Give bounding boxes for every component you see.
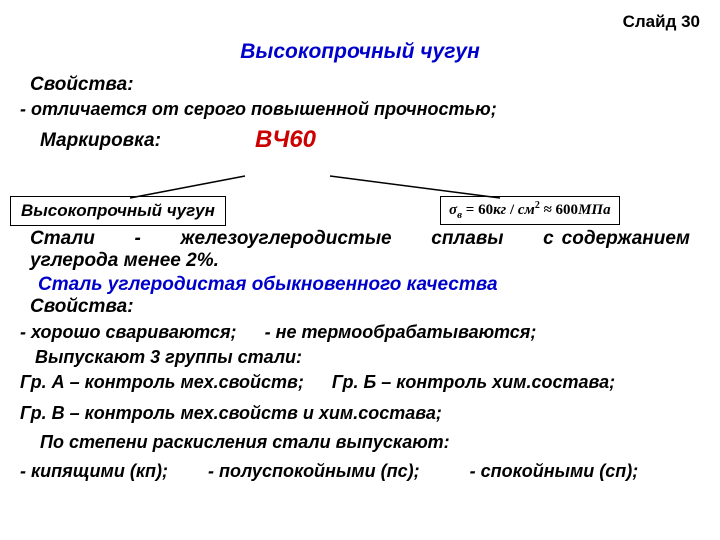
box-formula: σв = 60кг / см2 ≈ 600МПа [440, 196, 620, 225]
steel-quality-heading: Сталь углеродистая обыкновенного качеств… [38, 274, 700, 296]
vch-code: ВЧ60 [255, 126, 316, 154]
type-kp: - кипящими (кп); [20, 461, 168, 481]
group-v: Гр. В – контроль мех.свойств и хим.соста… [20, 403, 700, 424]
group-a-b-row: Гр. А – контроль мех.свойств; Гр. Б – ко… [20, 372, 700, 393]
properties-heading-1: Свойства: [30, 74, 700, 96]
type-ps: - полуспокойными (пс); [208, 461, 420, 481]
box-high-strength-cast-iron: Высокопрочный чугун [10, 196, 226, 226]
no-thermo: - не термообрабатываются; [265, 322, 537, 342]
group-b: Гр. Б – контроль хим.состава; [332, 372, 615, 392]
marking-label: Маркировка: [40, 130, 161, 152]
properties-heading-2: Свойства: [30, 296, 700, 318]
slide-number: Слайд 30 [623, 12, 700, 32]
deoxidation-types-row: - кипящими (кп); - полуспокойными (пс); … [20, 461, 700, 482]
type-sp: - спокойными (сп); [470, 461, 639, 481]
steel-definition: Стали - железоуглеродистые сплавы с соде… [30, 228, 690, 272]
group-a: Гр. А – контроль мех.свойств; [20, 372, 304, 392]
steel-section: Стали - железоуглеродистые сплавы с соде… [20, 228, 700, 482]
marking-row: Маркировка: ВЧ60 [20, 128, 700, 160]
groups-intro: Выпускают 3 группы стали: [35, 347, 700, 368]
deoxidation-intro: По степени раскисления стали выпускают: [40, 432, 700, 453]
weld-good: - хорошо свариваются; [20, 322, 237, 342]
weld-thermo-row: - хорошо свариваются; - не термообрабаты… [20, 322, 700, 343]
page-title: Высокопрочный чугун [20, 40, 700, 64]
property-line-1: - отличается от серого повышенной прочно… [20, 99, 700, 120]
